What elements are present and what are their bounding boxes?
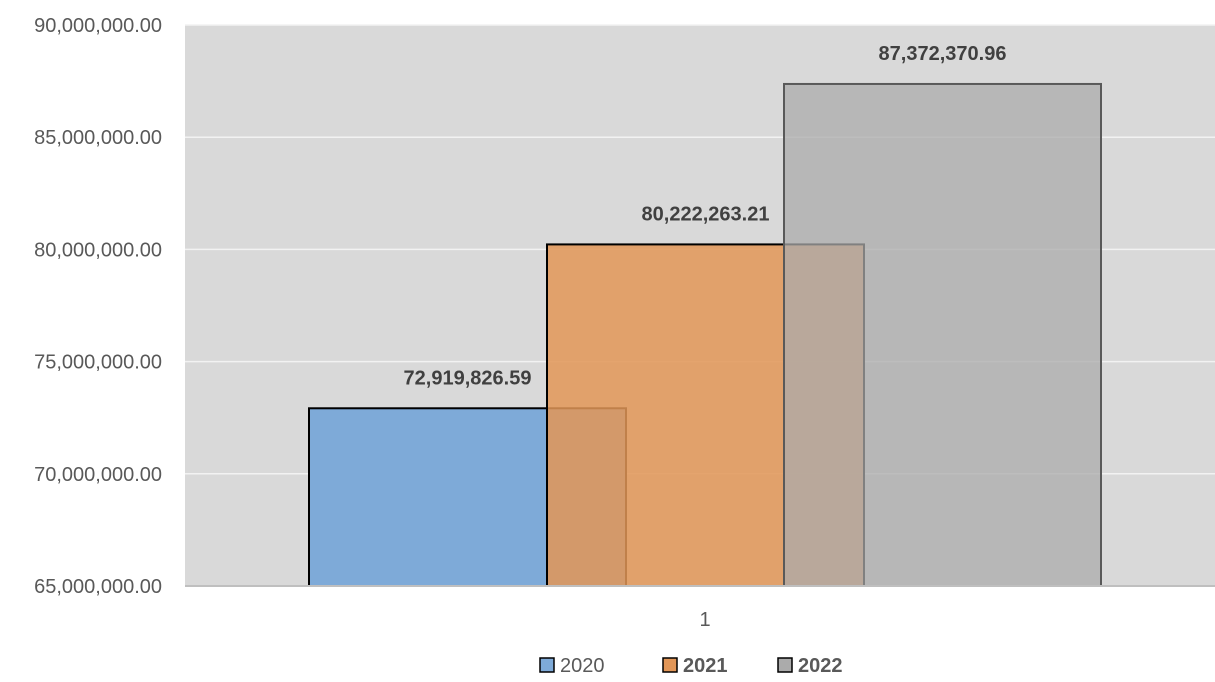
data-label-2020: 72,919,826.59	[404, 367, 532, 389]
legend-swatch-2020	[539, 657, 555, 673]
data-label-2021: 80,222,263.21	[642, 203, 770, 225]
y-tick-label: 90,000,000.00	[34, 15, 162, 37]
y-tick-label: 75,000,000.00	[34, 352, 162, 374]
legend-label-2020: 2020	[560, 655, 605, 677]
y-tick-label: 85,000,000.00	[34, 127, 162, 149]
x-category-label: 1	[699, 609, 710, 631]
bar-2022	[783, 82, 1102, 588]
x-axis-category-labels: 1	[699, 609, 710, 631]
legend-label-2021: 2021	[683, 655, 728, 677]
data-labels: 72,919,826.59 80,222,263.21 87,372,370.96	[404, 43, 1007, 389]
legend-label-2022: 2022	[798, 655, 843, 677]
y-tick-label: 70,000,000.00	[34, 464, 162, 486]
y-tick-label: 80,000,000.00	[34, 239, 162, 261]
y-tick-label: 65,000,000.00	[34, 576, 162, 598]
legend-swatch-2021	[662, 657, 678, 673]
y-axis-tick-labels: 65,000,000.00 70,000,000.00 75,000,000.00 8…	[34, 15, 162, 598]
data-label-2022: 87,372,370.96	[879, 43, 1007, 65]
legend: 2020 2021 2022	[539, 655, 843, 677]
bars	[308, 82, 1102, 588]
legend-swatch-2022	[777, 657, 793, 673]
